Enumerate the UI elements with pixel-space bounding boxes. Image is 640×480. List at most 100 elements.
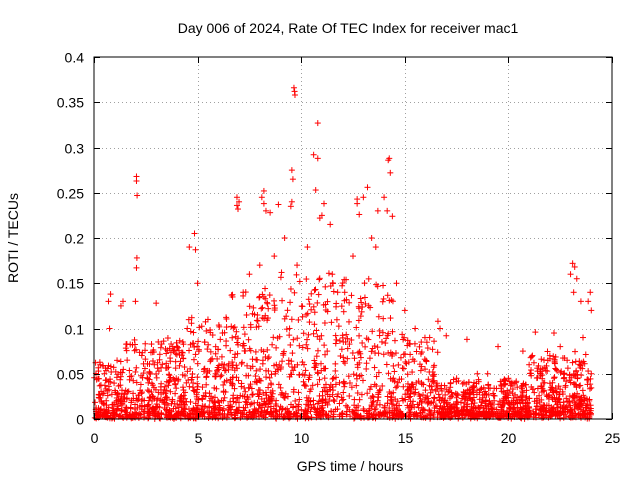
roti-point xyxy=(176,337,183,344)
roti-point xyxy=(321,384,328,391)
roti-point xyxy=(103,397,110,404)
roti-point xyxy=(356,348,363,355)
roti-point xyxy=(110,364,117,371)
roti-point xyxy=(423,339,430,346)
roti-point xyxy=(563,413,570,420)
roti-point xyxy=(418,363,425,370)
roti-point xyxy=(194,402,201,409)
roti-point xyxy=(298,303,305,310)
roti-point xyxy=(147,371,154,378)
roti-point xyxy=(557,386,564,393)
roti-point xyxy=(319,388,326,395)
roti-point xyxy=(313,409,320,416)
roti-point xyxy=(567,379,574,386)
roti-point xyxy=(555,412,562,419)
roti-point xyxy=(420,381,427,388)
roti-point xyxy=(287,299,294,306)
roti-outlier-point xyxy=(153,300,160,307)
roti-point xyxy=(391,337,398,344)
roti-point xyxy=(434,349,441,356)
roti-point xyxy=(107,363,114,370)
roti-outlier-point xyxy=(132,298,139,305)
roti-point xyxy=(212,404,219,411)
roti-point xyxy=(241,347,248,354)
roti-point xyxy=(234,407,241,414)
roti-point xyxy=(244,414,251,421)
roti-point xyxy=(366,355,373,362)
roti-point xyxy=(333,316,340,323)
roti-point xyxy=(187,341,194,348)
roti-point xyxy=(155,338,162,345)
roti-point xyxy=(285,360,292,367)
roti-point xyxy=(338,303,345,310)
roti-point xyxy=(534,402,541,409)
roti-point xyxy=(182,395,189,402)
roti-point xyxy=(144,375,151,382)
roti-point xyxy=(478,385,485,392)
roti-point xyxy=(128,397,135,404)
roti-point xyxy=(216,402,223,409)
roti-point xyxy=(370,398,377,405)
roti-point xyxy=(450,376,457,383)
roti-point xyxy=(325,270,332,277)
roti-point xyxy=(170,375,177,382)
roti-point xyxy=(181,364,188,371)
roti-point xyxy=(577,396,584,403)
roti-outlier-point xyxy=(579,334,586,341)
roti-point xyxy=(501,376,508,383)
roti-point xyxy=(253,406,260,413)
roti-point xyxy=(316,276,323,283)
roti-point xyxy=(182,372,189,379)
roti-point xyxy=(377,409,384,416)
roti-point xyxy=(463,411,470,418)
roti-point xyxy=(311,357,318,364)
roti-point xyxy=(111,380,118,387)
roti-point xyxy=(288,316,295,323)
roti-point xyxy=(215,415,222,422)
roti-point xyxy=(170,405,177,412)
roti-point xyxy=(139,349,146,356)
roti-point xyxy=(526,370,533,377)
roti-point xyxy=(220,405,227,412)
roti-outlier-point xyxy=(384,207,391,214)
roti-point xyxy=(142,340,149,347)
roti-point xyxy=(550,353,557,360)
roti-point xyxy=(267,380,274,387)
roti-point xyxy=(562,382,569,389)
roti-outlier-point xyxy=(453,375,460,382)
roti-point xyxy=(336,337,343,344)
roti-outlier-point xyxy=(314,155,321,162)
roti-point xyxy=(260,348,267,355)
roti-point xyxy=(131,406,138,413)
roti-point xyxy=(553,366,560,373)
roti-point xyxy=(131,341,138,348)
roti-point xyxy=(257,366,264,373)
roti-point xyxy=(405,359,412,366)
roti-point xyxy=(351,355,358,362)
x-tick-label: 25 xyxy=(605,430,621,446)
roti-outlier-point xyxy=(463,336,470,343)
roti-point xyxy=(563,395,570,402)
roti-point xyxy=(334,289,341,296)
roti-point xyxy=(182,389,189,396)
roti-point xyxy=(345,373,352,380)
roti-outlier-point xyxy=(484,370,491,377)
roti-point xyxy=(424,395,431,402)
roti-point xyxy=(95,405,102,412)
grid xyxy=(94,57,612,419)
roti-point xyxy=(555,383,562,390)
roti-point xyxy=(332,340,339,347)
roti-point xyxy=(502,381,509,388)
roti-point xyxy=(460,389,467,396)
roti-point xyxy=(490,411,497,418)
roti-point xyxy=(526,403,533,410)
roti-point xyxy=(165,382,172,389)
roti-point xyxy=(422,366,429,373)
roti-point xyxy=(253,324,260,331)
roti-point xyxy=(416,399,423,406)
roti-point xyxy=(133,379,140,386)
roti-point xyxy=(576,382,583,389)
roti-point xyxy=(516,396,523,403)
roti-point xyxy=(353,382,360,389)
roti-point xyxy=(483,390,490,397)
